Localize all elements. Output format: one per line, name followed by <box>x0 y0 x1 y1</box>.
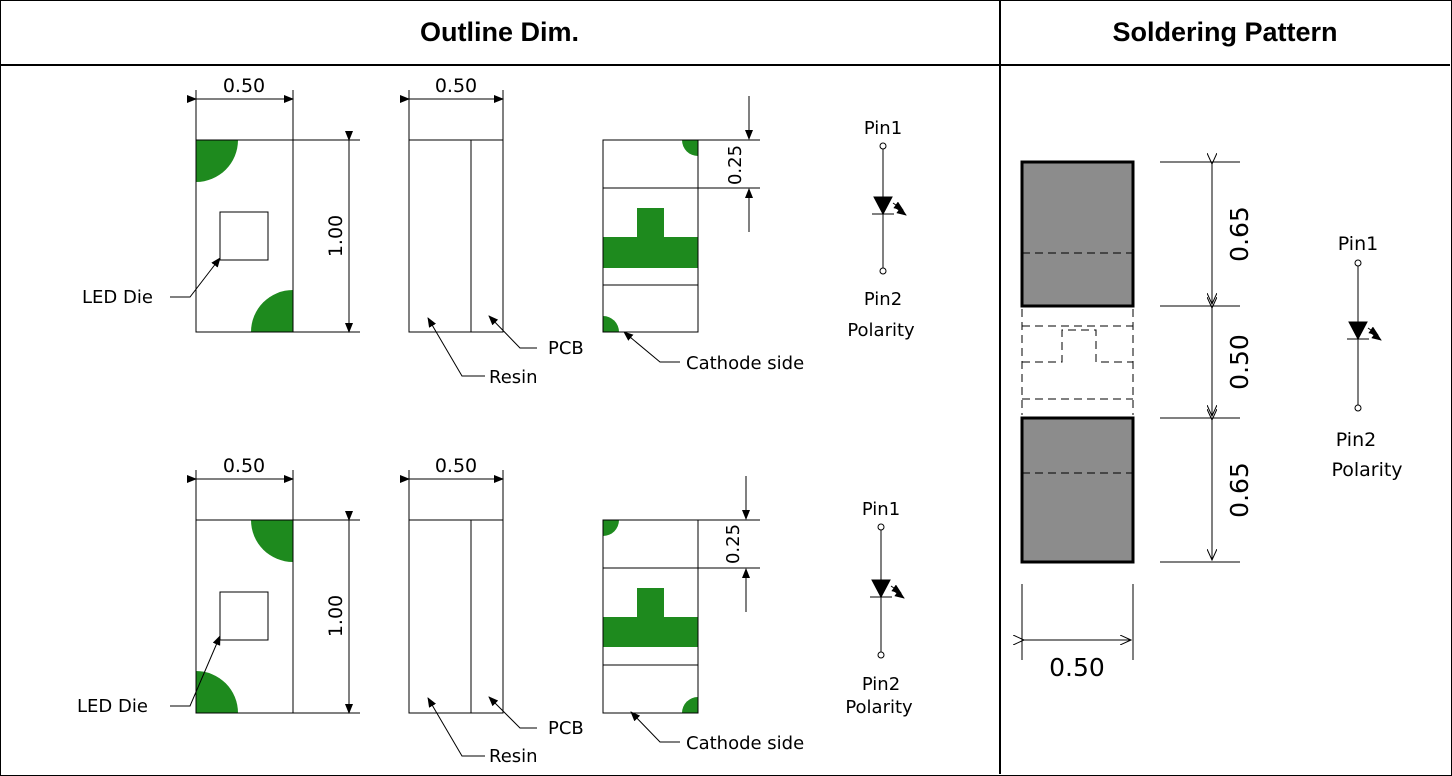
top-led-die-label: LED Die <box>82 287 153 308</box>
bottom-led-die-label: LED Die <box>77 696 148 717</box>
solder-width-dim: 0.50 <box>1049 653 1105 682</box>
top-pin2-label: Pin2 <box>864 289 902 310</box>
bottom-length-dim: 1.00 <box>325 595 347 637</box>
solder-pad-bottom <box>1020 416 1135 564</box>
solder-gap-dim: 0.50 <box>1225 334 1254 390</box>
led-die <box>219 211 269 261</box>
bottom-side-width-dim: 0.50 <box>435 455 477 477</box>
solder-pin1-label: Pin1 <box>1338 233 1378 255</box>
top-side-view <box>400 90 537 377</box>
led-die <box>219 591 269 641</box>
solder-pin2-label: Pin2 <box>1336 429 1376 451</box>
bottom-diode-symbol <box>870 523 905 659</box>
green-pad-corner <box>251 290 293 332</box>
solder-pad-top-dim: 0.65 <box>1225 206 1254 262</box>
bottom-pin2-label: Pin2 <box>862 674 900 695</box>
bottom-pin1-label: Pin1 <box>862 499 900 520</box>
top-width-dim: 0.50 <box>223 75 265 97</box>
green-pad-corner <box>603 520 619 536</box>
solder-pad-top <box>1020 160 1135 308</box>
column-divider <box>999 0 1001 774</box>
green-pad-corner <box>603 316 619 332</box>
soldering-diode-symbol <box>1347 259 1382 412</box>
green-pad-corner <box>251 520 293 562</box>
top-pcb-label: PCB <box>548 338 584 359</box>
solder-polarity-label: Polarity <box>1331 459 1402 481</box>
bottom-pcb-label: PCB <box>548 718 584 739</box>
cathode-mark <box>603 588 698 647</box>
top-bottom-view <box>602 96 760 363</box>
top-length-dim: 1.00 <box>325 215 347 257</box>
green-pad-corner <box>196 671 238 713</box>
bottom-resin-label: Resin <box>489 746 538 767</box>
outline-header: Outline Dim. <box>0 0 999 66</box>
soldering-header: Soldering Pattern <box>1000 0 1450 66</box>
top-front-view <box>170 90 360 333</box>
top-diode-symbol <box>872 142 907 275</box>
bottom-width-dim: 0.50 <box>223 455 265 477</box>
bottom-polarity-label: Polarity <box>845 697 913 718</box>
cathode-mark <box>603 208 698 268</box>
top-side-width-dim: 0.50 <box>435 75 477 97</box>
green-pad-corner <box>682 697 698 713</box>
bottom-bottom-view <box>602 476 760 743</box>
soldering-pattern <box>1022 162 1240 660</box>
bottom-cap-dim: 0.25 <box>723 524 744 564</box>
solder-pad-bottom-dim: 0.65 <box>1225 462 1254 518</box>
bottom-front-view <box>170 470 360 714</box>
green-pad-corner <box>682 140 698 156</box>
top-cap-dim: 0.25 <box>725 145 746 185</box>
bottom-side-view <box>400 470 537 757</box>
top-cathode-label: Cathode side <box>686 353 804 374</box>
top-pin1-label: Pin1 <box>864 118 902 139</box>
green-pad-corner <box>196 140 238 182</box>
top-polarity-label: Polarity <box>847 320 915 341</box>
top-resin-label: Resin <box>489 367 538 388</box>
bottom-cathode-label: Cathode side <box>686 733 804 754</box>
